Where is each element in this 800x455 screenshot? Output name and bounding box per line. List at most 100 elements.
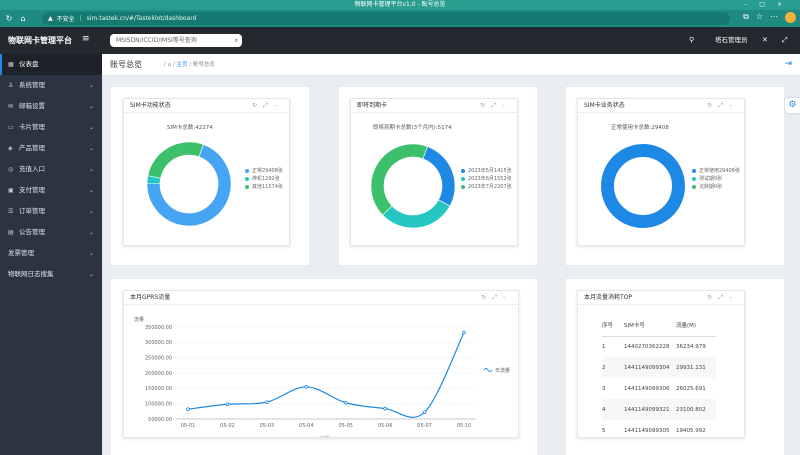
- sidebar-item[interactable]: 物联网日志搜集 ⌄: [0, 264, 102, 285]
- data-point[interactable]: [225, 402, 230, 407]
- menu-toggle-icon[interactable]: ≡: [82, 34, 90, 44]
- chevron-down-icon: ⌄: [88, 124, 94, 131]
- card-tools[interactable]: ↻⤢–: [480, 102, 511, 109]
- sidebar-item-icon: ☰: [8, 208, 14, 215]
- legend-item[interactable]: 测试期0张: [692, 175, 740, 183]
- sidebar-item[interactable]: ◈ 产品管理 ⌄: [0, 138, 102, 159]
- y-axis-label: 流量: [134, 316, 144, 323]
- sidebar-item-label: 充值入口: [19, 165, 45, 173]
- favorites-icon[interactable]: ☆: [755, 12, 763, 21]
- search-placeholder: MSISDN/ICCID/IMSI等号查询: [116, 37, 197, 44]
- sidebar-item[interactable]: ▭ 卡片管理 ⌄: [0, 117, 102, 138]
- card-header: SIM卡功能状态 ↻⤢–: [124, 99, 289, 113]
- legend-item[interactable]: 2023年5月1415张: [461, 167, 512, 175]
- donut-slice[interactable]: [147, 141, 204, 179]
- sidebar-item[interactable]: ☰ 订单管理 ⌄: [0, 201, 102, 222]
- legend-item[interactable]: 正常使用29408张: [692, 167, 740, 175]
- table-cell: 1441149099304: [624, 357, 676, 378]
- window-title: 物联网卡管理平台v1.0 - 账号总览: [354, 1, 446, 8]
- card-header: 本月流量消耗TOP ↻⤢–: [578, 291, 744, 305]
- window-titlebar: 物联网卡管理平台v1.0 - 账号总览 –□×: [0, 0, 800, 10]
- legend-item[interactable]: 2023年6月1552张: [461, 175, 512, 183]
- reload-icon[interactable]: ↻: [5, 14, 13, 23]
- sidebar-item-icon: ▣: [8, 187, 14, 194]
- card-expiring: 即将到期卡 ↻⤢– 即将到期卡总数(3个月内):5174 2023年5月1415…: [350, 98, 518, 246]
- address-bar[interactable]: ▲ 不安全 | sim.tastek.cn/#/Tasteklot/dashbo…: [42, 12, 730, 25]
- chart-legend: 正常29408张 停机1292张 其他11574张: [245, 167, 283, 191]
- x-tick-label: 05-02: [220, 423, 235, 429]
- home-icon[interactable]: ⌂: [20, 14, 26, 23]
- card-title: 即将到期卡: [357, 102, 388, 109]
- chart-total-text: SIM卡总数:42274: [167, 125, 213, 131]
- sidebar-item-icon: ▦: [8, 61, 14, 68]
- data-point[interactable]: [304, 385, 309, 389]
- donut-slice[interactable]: [146, 144, 232, 227]
- card-tools[interactable]: ↻⤢–: [707, 294, 738, 301]
- data-point[interactable]: [343, 400, 348, 405]
- user-name[interactable]: 塔石管理员: [715, 36, 748, 44]
- fullscreen-icon[interactable]: ⤢: [782, 36, 788, 44]
- legend-item[interactable]: 正常29408张: [245, 167, 283, 175]
- data-point[interactable]: [383, 406, 387, 411]
- sidebar-item-label: 邮箱设置: [19, 102, 45, 110]
- sidebar-item-label: 产品管理: [19, 144, 45, 152]
- x-tick-label: 05-04: [299, 423, 314, 429]
- legend-item[interactable]: 停机1292张: [245, 175, 283, 183]
- warning-icon: ▲: [48, 15, 53, 22]
- signal-icon[interactable]: ⚲: [689, 36, 695, 44]
- legend-label[interactable]: 日流量: [495, 367, 510, 374]
- card-title: 本月GPRS流量: [130, 294, 171, 301]
- donut-slice[interactable]: [382, 199, 451, 229]
- sidebar-item[interactable]: ▤ 公告管理 ⌄: [0, 222, 102, 243]
- legend-item[interactable]: 沉默期0张: [692, 183, 740, 191]
- data-point[interactable]: [462, 330, 466, 335]
- y-tick-label: 100000.00: [145, 401, 172, 407]
- data-point[interactable]: [265, 400, 269, 404]
- table-cell: 1441149099321: [624, 399, 676, 420]
- legend-line-icon: [483, 368, 493, 372]
- sidebar-item[interactable]: 发票管理 ⌄: [0, 243, 102, 264]
- card-tools[interactable]: ↻⤢–: [481, 294, 512, 301]
- card-tools[interactable]: ↻⤢–: [707, 102, 738, 109]
- home-icon[interactable]: ⌂: [167, 62, 173, 68]
- x-tick-label: 05-05: [338, 423, 353, 429]
- profile-avatar[interactable]: [785, 12, 796, 23]
- chart-total-text: 正常使用卡总数:29408: [611, 125, 669, 131]
- donut-slice[interactable]: [422, 146, 456, 207]
- security-label: 不安全: [56, 16, 75, 23]
- tools-icon[interactable]: ✕: [762, 36, 768, 44]
- sidebar-item[interactable]: ♙ 系统管理 ⌄: [0, 75, 102, 96]
- search-icon[interactable]: ⌕: [234, 37, 238, 44]
- search-input[interactable]: MSISDN/ICCID/IMSI等号查询 ⌕: [110, 34, 242, 47]
- chart-total-text: 即将到期卡总数(3个月内):5174: [373, 125, 452, 131]
- sidebar-item[interactable]: ▦ 仪表盘: [0, 54, 102, 75]
- sidebar-item[interactable]: ▣ 支付管理 ⌄: [0, 180, 102, 201]
- donut-slice[interactable]: [601, 144, 685, 228]
- y-tick-label: 50000.00: [148, 417, 172, 423]
- card-gprs: 本月GPRS流量 ↻⤢– 流量 350000.00 300000.00 250000.…: [123, 290, 519, 438]
- menu-icon[interactable]: ⋯: [770, 12, 778, 21]
- breadcrumb-home[interactable]: 主页: [176, 62, 188, 68]
- table-cell: 4: [602, 399, 624, 420]
- table-header: SIM卡号: [624, 314, 676, 337]
- chart-legend: 2023年5月1415张 2023年6月1552张 2023年7月2207张: [461, 167, 512, 191]
- window-controls[interactable]: –□×: [744, 1, 794, 8]
- legend-item[interactable]: 其他11574张: [245, 183, 283, 191]
- card-tools[interactable]: ↻⤢–: [252, 102, 283, 109]
- sidebar-item[interactable]: ✉ 邮箱设置 ⌄: [0, 96, 102, 117]
- donut-slice[interactable]: [370, 143, 428, 216]
- logout-icon[interactable]: ⇥: [784, 59, 792, 69]
- data-point[interactable]: [186, 407, 190, 411]
- chevron-down-icon: ⌄: [88, 103, 94, 110]
- table-cell: 23100.802: [676, 399, 716, 420]
- extensions-icon[interactable]: ⧉: [743, 12, 749, 21]
- x-tick-label: 05-06: [378, 423, 393, 429]
- table-cell: 3: [602, 385, 606, 392]
- card-business: SIM卡业务状态 ↻⤢– 正常使用卡总数:29408 正常使用29408张 测试…: [577, 98, 745, 246]
- data-point[interactable]: [422, 410, 427, 415]
- sidebar-item-icon: ✉: [8, 103, 14, 110]
- breadcrumb-current: 账号总览: [192, 62, 215, 68]
- settings-gear-icon[interactable]: ⚙: [785, 98, 800, 113]
- legend-item[interactable]: 2023年7月2207张: [461, 183, 512, 191]
- sidebar-item[interactable]: ◎ 充值入口 ⌄: [0, 159, 102, 180]
